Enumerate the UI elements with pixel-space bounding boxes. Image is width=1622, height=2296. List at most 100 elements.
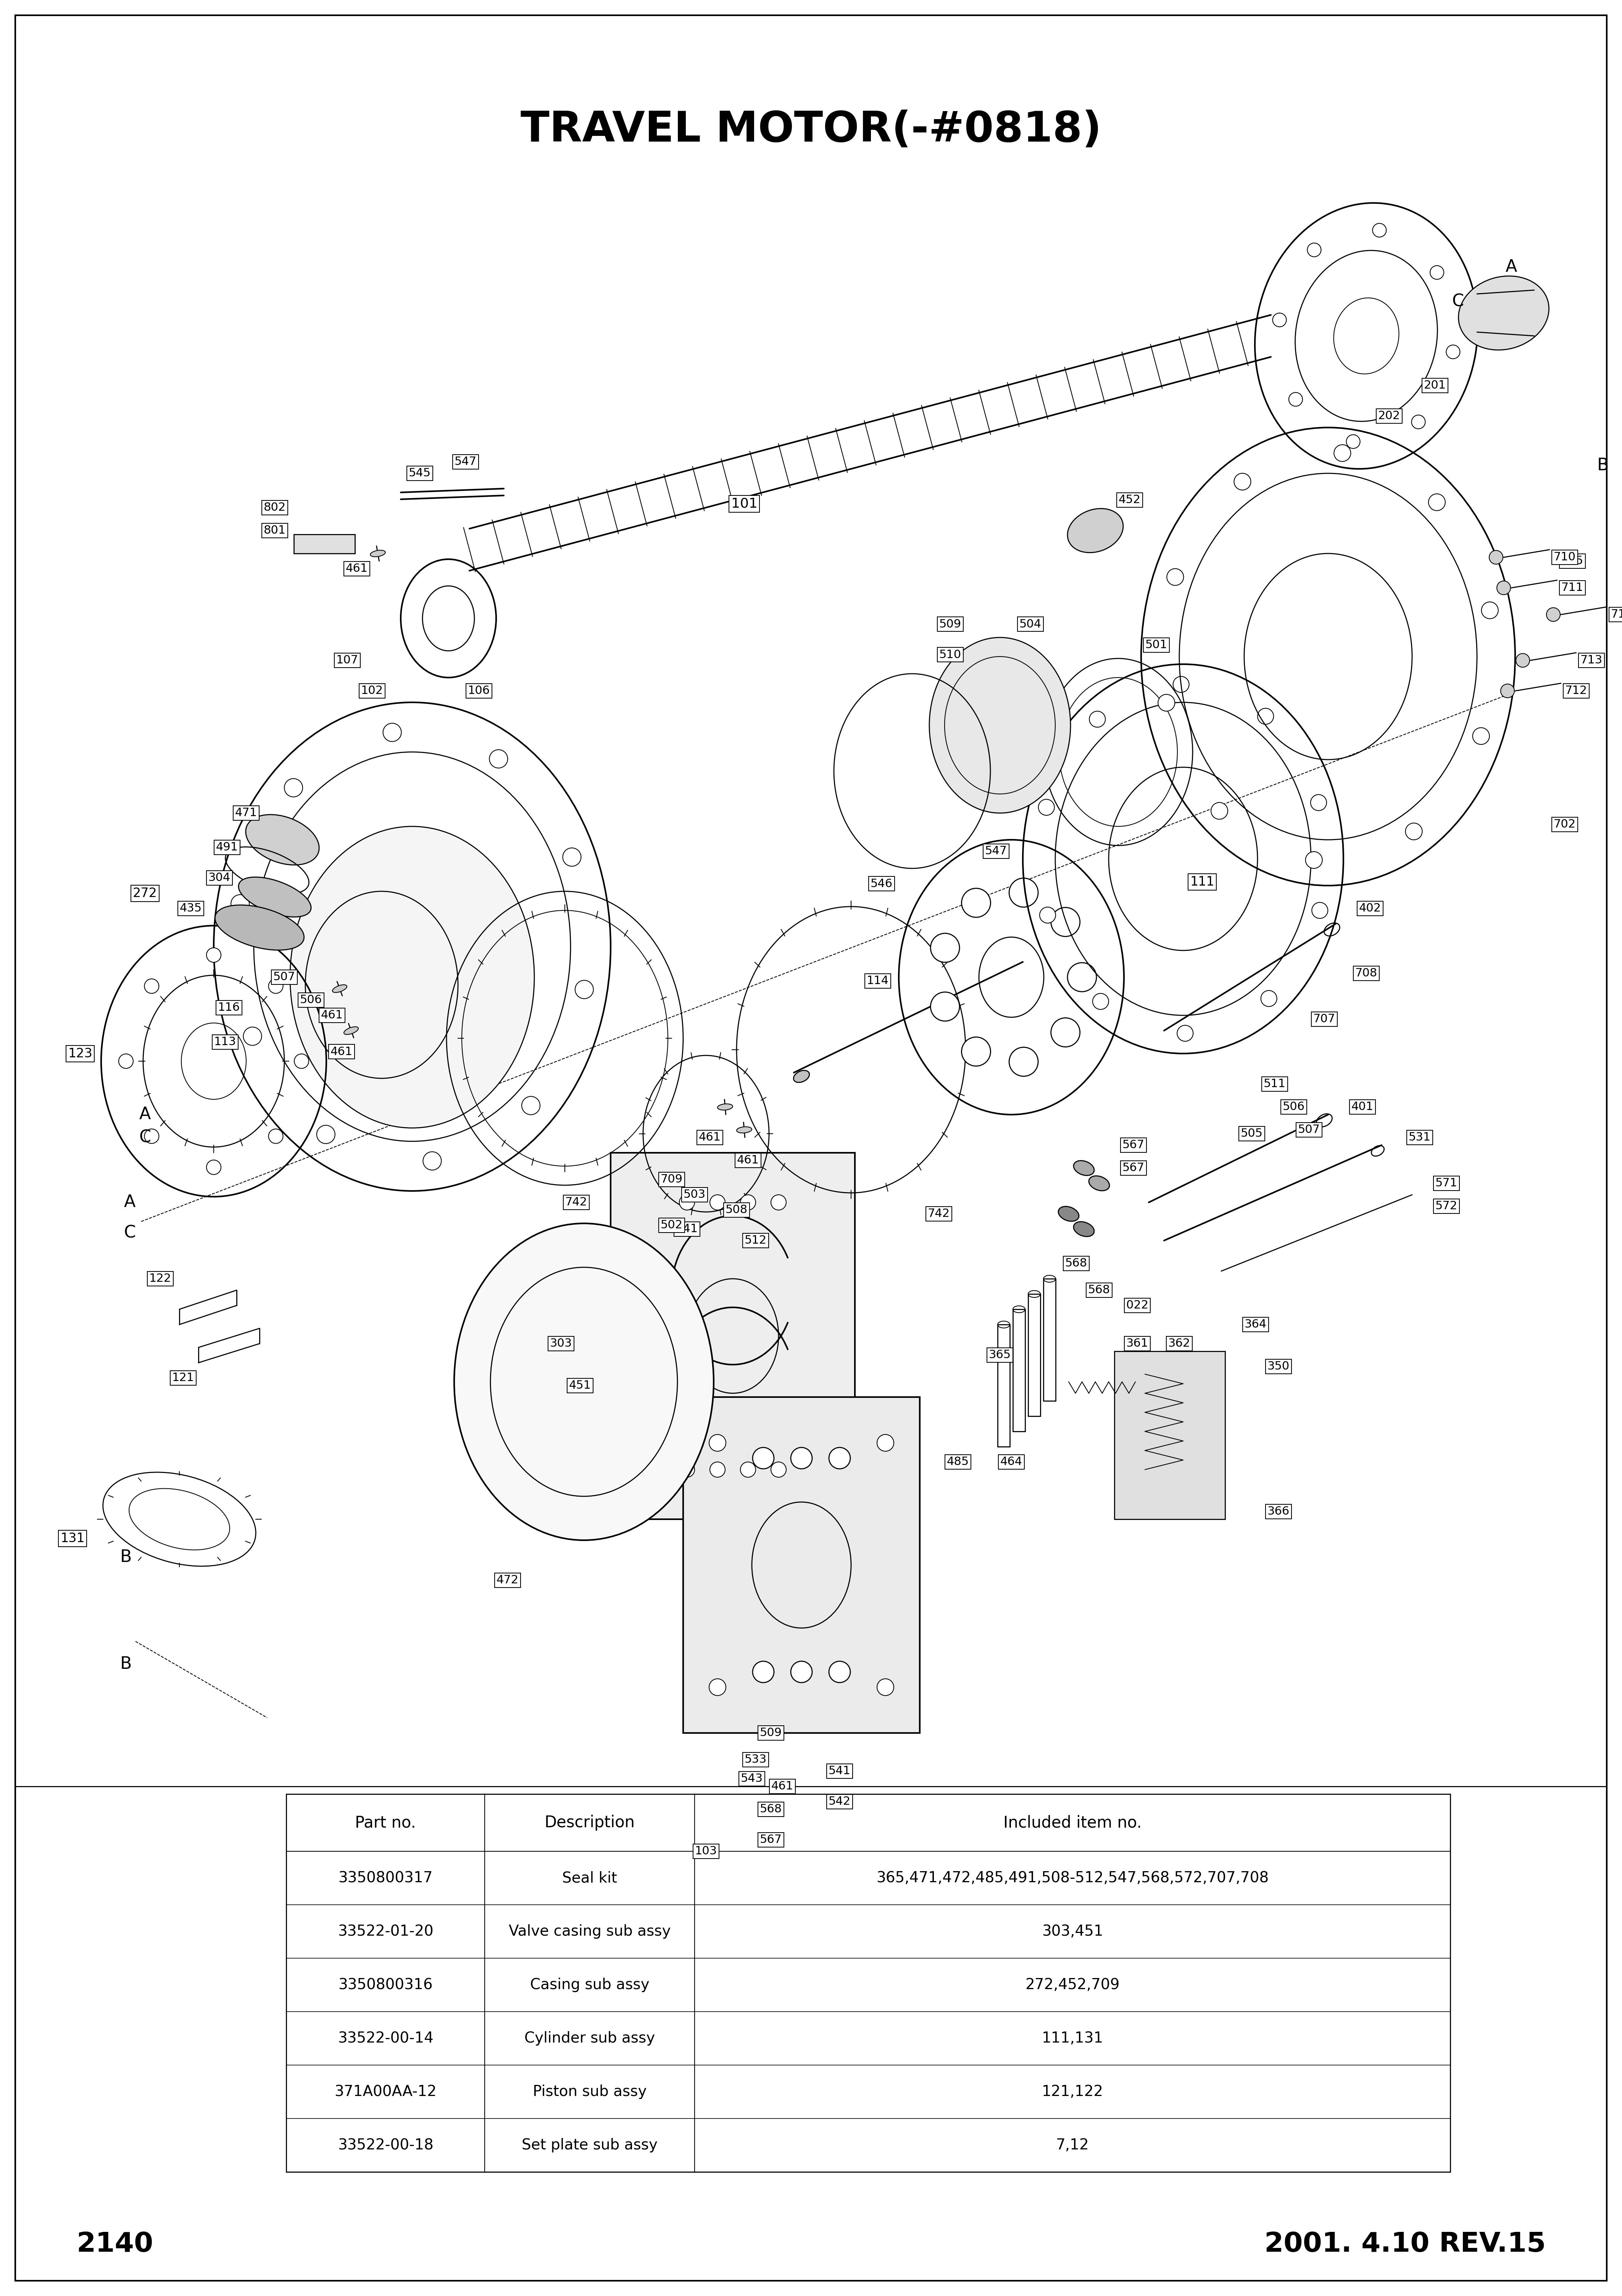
- Text: 491: 491: [216, 843, 238, 852]
- Circle shape: [709, 1435, 727, 1451]
- Text: 505: 505: [1241, 1127, 1264, 1139]
- Circle shape: [1411, 416, 1426, 429]
- Text: 509: 509: [759, 1727, 782, 1738]
- Circle shape: [1500, 684, 1515, 698]
- Text: 131: 131: [60, 1531, 84, 1545]
- Circle shape: [1473, 728, 1489, 744]
- Text: 708: 708: [1356, 969, 1377, 978]
- Circle shape: [1178, 1026, 1194, 1042]
- Text: 712: 712: [1565, 687, 1588, 696]
- Circle shape: [1306, 852, 1322, 868]
- Ellipse shape: [1458, 276, 1549, 349]
- Circle shape: [1173, 677, 1189, 693]
- Text: 116: 116: [217, 1001, 240, 1013]
- Text: 121: 121: [172, 1373, 195, 1384]
- Text: 547: 547: [985, 845, 1007, 856]
- Text: 7,12: 7,12: [1056, 2138, 1088, 2151]
- Text: Casing sub assy: Casing sub assy: [530, 1977, 649, 1993]
- Text: 546: 546: [871, 877, 892, 889]
- Text: 111,131: 111,131: [1041, 2032, 1103, 2046]
- Circle shape: [878, 1678, 894, 1694]
- Text: 533: 533: [744, 1754, 767, 1766]
- Text: 471: 471: [235, 808, 258, 820]
- Text: A: A: [139, 1107, 151, 1123]
- Circle shape: [1038, 799, 1054, 815]
- Text: 472: 472: [496, 1575, 519, 1587]
- Bar: [683, 1396, 920, 1733]
- Circle shape: [1405, 822, 1422, 840]
- Circle shape: [269, 978, 284, 994]
- Text: 451: 451: [569, 1380, 590, 1391]
- Text: 461: 461: [772, 1782, 793, 1791]
- Text: 502: 502: [660, 1219, 683, 1231]
- Circle shape: [931, 992, 960, 1022]
- Text: 709: 709: [660, 1173, 683, 1185]
- Text: 201: 201: [1424, 381, 1447, 390]
- Circle shape: [1166, 569, 1184, 585]
- Circle shape: [316, 1125, 336, 1143]
- Circle shape: [1051, 907, 1080, 937]
- Text: 507: 507: [1298, 1125, 1320, 1137]
- Text: 107: 107: [336, 654, 358, 666]
- Text: 713: 713: [1580, 654, 1603, 666]
- Text: 571: 571: [1435, 1178, 1458, 1189]
- Text: 303: 303: [550, 1339, 573, 1350]
- Circle shape: [1289, 393, 1302, 406]
- Circle shape: [1090, 712, 1105, 728]
- Text: 741: 741: [676, 1224, 697, 1235]
- Text: Part no.: Part no.: [355, 1814, 415, 1830]
- Circle shape: [1489, 551, 1504, 565]
- Text: 461: 461: [345, 563, 368, 574]
- Text: 022: 022: [1126, 1300, 1148, 1311]
- Circle shape: [206, 1159, 221, 1176]
- Circle shape: [118, 1054, 133, 1068]
- Text: 711: 711: [1562, 583, 1583, 592]
- Circle shape: [1067, 962, 1096, 992]
- Text: 742: 742: [928, 1208, 950, 1219]
- Ellipse shape: [245, 815, 320, 866]
- Ellipse shape: [1088, 1176, 1109, 1192]
- Circle shape: [1307, 243, 1320, 257]
- Circle shape: [829, 1446, 850, 1469]
- Text: 543: 543: [741, 1773, 762, 1784]
- Circle shape: [1517, 654, 1530, 668]
- Circle shape: [1546, 608, 1560, 622]
- Text: 371A00AA-12: 371A00AA-12: [334, 2085, 436, 2099]
- Circle shape: [1234, 473, 1251, 489]
- Text: Seal kit: Seal kit: [563, 1871, 616, 1885]
- Ellipse shape: [736, 1127, 753, 1132]
- Circle shape: [522, 1097, 540, 1116]
- Text: 714: 714: [1611, 608, 1622, 620]
- Text: 508: 508: [725, 1205, 748, 1215]
- Bar: [1114, 1352, 1225, 1520]
- Text: 547: 547: [454, 457, 477, 468]
- Text: 33522-01-20: 33522-01-20: [337, 1924, 433, 1938]
- Circle shape: [206, 948, 221, 962]
- Text: 510: 510: [939, 650, 962, 661]
- Text: 501: 501: [1145, 641, 1168, 650]
- Circle shape: [383, 723, 401, 742]
- Text: 33522-00-14: 33522-00-14: [337, 2032, 433, 2046]
- Ellipse shape: [344, 1026, 358, 1035]
- Text: 361: 361: [1126, 1339, 1148, 1350]
- Circle shape: [1333, 445, 1351, 461]
- Text: 362: 362: [1168, 1339, 1191, 1350]
- Circle shape: [1429, 494, 1445, 510]
- Text: 710: 710: [1554, 551, 1577, 563]
- Text: B: B: [120, 1550, 131, 1566]
- Circle shape: [680, 1194, 694, 1210]
- Text: Description: Description: [545, 1814, 634, 1830]
- Text: 801: 801: [264, 526, 285, 535]
- Text: 509: 509: [939, 618, 962, 629]
- Circle shape: [269, 1130, 284, 1143]
- Text: 122: 122: [149, 1274, 172, 1283]
- Circle shape: [1009, 1047, 1038, 1077]
- Circle shape: [576, 980, 594, 999]
- Circle shape: [740, 1194, 756, 1210]
- Text: 272,452,709: 272,452,709: [1025, 1977, 1119, 1993]
- Text: 541: 541: [829, 1766, 850, 1777]
- Circle shape: [1051, 1017, 1080, 1047]
- Circle shape: [931, 932, 960, 962]
- Circle shape: [1497, 581, 1510, 595]
- Text: 503: 503: [683, 1189, 706, 1201]
